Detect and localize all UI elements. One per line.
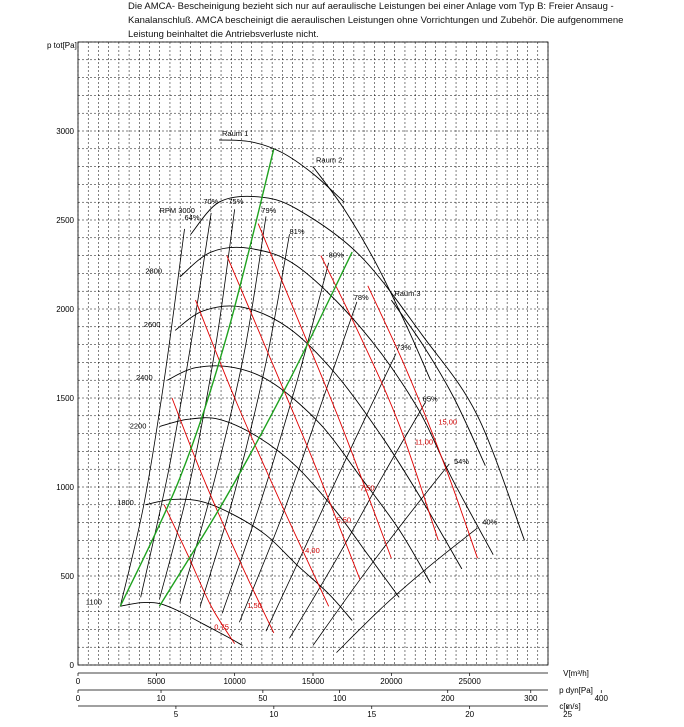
system-curve bbox=[312, 166, 431, 381]
efficiency-label: 40% bbox=[482, 517, 497, 526]
power-label: 15,00 bbox=[438, 418, 457, 427]
pdyn-tick-label: 400 bbox=[595, 694, 609, 703]
pdyn-tick-label: 0 bbox=[76, 694, 81, 703]
power-label: 11,00 bbox=[415, 437, 433, 446]
pdyn-tick-label: 50 bbox=[258, 694, 267, 703]
system-curve-label: Raum 1 bbox=[222, 129, 248, 138]
efficiency-label: 78% bbox=[354, 293, 369, 302]
amca-note: Die AMCA- Bescheinigung bezieht sich nur… bbox=[128, 0, 648, 42]
power-curve bbox=[367, 285, 478, 559]
y-axis-label: p tot[Pa] bbox=[47, 41, 77, 50]
power-curve bbox=[171, 397, 275, 634]
power-curve bbox=[163, 504, 236, 644]
power-label: 5,50 bbox=[337, 516, 352, 525]
y-tick-label: 0 bbox=[70, 661, 75, 670]
efficiency-curve bbox=[179, 216, 267, 603]
efficiency-label: 75% bbox=[228, 197, 243, 206]
pdyn-axis-label: p dyn[Pa] bbox=[559, 686, 593, 695]
operating-limit-curve bbox=[119, 148, 275, 607]
y-tick-label: 2500 bbox=[56, 216, 74, 225]
efficiency-label: 81% bbox=[290, 227, 305, 236]
system-curve bbox=[390, 299, 486, 466]
c-tick-label: 10 bbox=[269, 710, 278, 719]
y-tick-label: 3000 bbox=[56, 127, 74, 136]
rpm-label: 1800 bbox=[117, 498, 134, 507]
efficiency-label: 54% bbox=[454, 457, 469, 466]
y-tick-label: 500 bbox=[61, 572, 75, 581]
x-axis-label: V[m³/h] bbox=[563, 669, 589, 678]
c-tick-label: 25 bbox=[563, 710, 572, 719]
x-tick-label: 20000 bbox=[380, 677, 403, 686]
power-curve bbox=[226, 255, 361, 580]
amca-note-line-2: Kanalanschluß. AMCA bescheinigt die aera… bbox=[128, 15, 624, 26]
chart-curves bbox=[119, 139, 525, 653]
efficiency-curve bbox=[312, 463, 450, 646]
c-tick-label: 15 bbox=[367, 710, 376, 719]
x-tick-label: 15000 bbox=[302, 677, 325, 686]
efficiency-curve bbox=[159, 209, 236, 600]
efficiency-label: 65% bbox=[423, 395, 438, 404]
power-curve bbox=[195, 299, 330, 607]
rpm-curve bbox=[145, 498, 353, 621]
efficiency-label: 64% bbox=[185, 213, 200, 222]
rpm-curve bbox=[120, 601, 243, 646]
chart-labels: 64%70% 75% 79% 81% 80% 78% 73% 65% 54% 40% RPM 300… bbox=[47, 41, 608, 719]
power-label: 1,50 bbox=[247, 601, 262, 610]
x-tick-label: 0 bbox=[76, 677, 81, 686]
c-tick-label: 5 bbox=[174, 710, 179, 719]
rpm-label: 2400 bbox=[136, 373, 153, 382]
amca-note-line-1: Die AMCA- Bescheinigung bezieht sich nur… bbox=[128, 1, 614, 12]
rpm-label: 2800 bbox=[145, 266, 162, 275]
efficiency-curve bbox=[336, 527, 478, 653]
chart-axes bbox=[77, 41, 602, 709]
system-curve-label: Raum 3 bbox=[394, 289, 420, 298]
pdyn-tick-label: 10 bbox=[157, 694, 166, 703]
efficiency-curve bbox=[199, 234, 290, 607]
rpm-curve bbox=[174, 305, 463, 570]
power-curve bbox=[257, 223, 392, 559]
x-tick-label: 25000 bbox=[459, 677, 482, 686]
power-label: 0,75 bbox=[214, 622, 229, 631]
pdyn-tick-label: 300 bbox=[524, 694, 538, 703]
power-label: 7,50 bbox=[360, 484, 375, 493]
plot-frame bbox=[77, 41, 549, 666]
amca-note-line-3: Leistung beinhaltet die Antriebsverluste… bbox=[128, 29, 319, 40]
chart-grid bbox=[77, 41, 549, 666]
c-tick-label: 20 bbox=[465, 710, 474, 719]
y-tick-label: 1000 bbox=[56, 483, 74, 492]
pdyn-tick-label: 100 bbox=[333, 694, 347, 703]
rpm-curve bbox=[190, 195, 525, 541]
efficiency-curve bbox=[119, 228, 185, 607]
rpm-curve bbox=[179, 246, 494, 555]
rpm-label: 2200 bbox=[130, 421, 147, 430]
power-curve bbox=[320, 255, 439, 541]
efficiency-curve bbox=[289, 401, 427, 639]
y-tick-label: 2000 bbox=[56, 305, 74, 314]
efficiency-label: 70% bbox=[203, 197, 218, 206]
x-tick-label: 5000 bbox=[147, 677, 165, 686]
system-curve bbox=[218, 139, 345, 203]
system-curve-label: Raum 2 bbox=[316, 156, 342, 165]
rpm-curve bbox=[167, 365, 431, 584]
rpm-label: 1100 bbox=[86, 597, 102, 606]
efficiency-label: 79% bbox=[261, 206, 276, 215]
efficiency-label: 73% bbox=[396, 343, 411, 352]
rpm-label: RPM 3000 bbox=[159, 206, 194, 215]
x-tick-label: 10000 bbox=[224, 677, 247, 686]
efficiency-curve bbox=[265, 353, 397, 632]
efficiency-curve bbox=[140, 212, 212, 598]
c-axis-label: c[m/s] bbox=[559, 702, 580, 711]
power-label: 4,00 bbox=[305, 546, 320, 555]
operating-limit-curve bbox=[158, 251, 353, 607]
rpm-curve bbox=[159, 417, 400, 598]
y-tick-label: 1500 bbox=[56, 394, 74, 403]
pdyn-tick-label: 200 bbox=[441, 694, 455, 703]
efficiency-curve bbox=[221, 262, 330, 614]
efficiency-curve bbox=[238, 301, 358, 623]
efficiency-label: 80% bbox=[329, 250, 344, 259]
rpm-label: 2600 bbox=[144, 320, 161, 329]
